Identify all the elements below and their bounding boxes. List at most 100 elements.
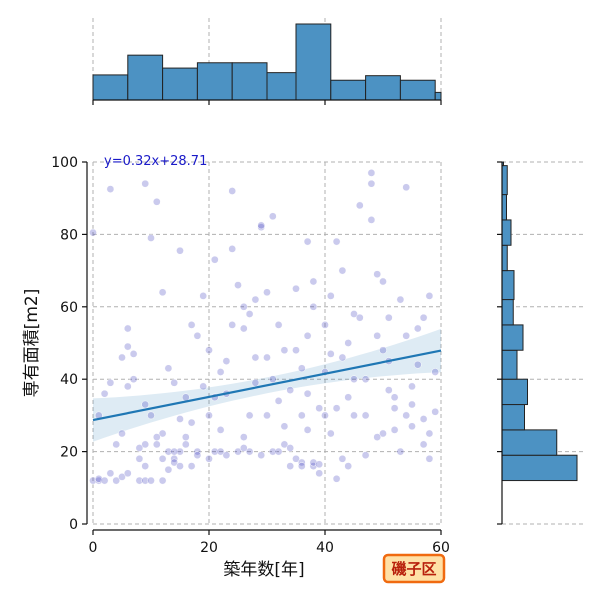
scatter-point xyxy=(152,197,161,206)
x-tick-label: 40 xyxy=(316,540,334,556)
scatter-point xyxy=(257,221,266,230)
y-tick-labels: 0 20 40 60 80 100 xyxy=(51,155,78,533)
scatter-point xyxy=(181,433,190,441)
scatter-point xyxy=(94,476,103,485)
scatter-point xyxy=(228,187,237,195)
scatter-point xyxy=(408,422,416,431)
scatter-point xyxy=(321,411,329,420)
scatter-point xyxy=(170,447,179,456)
y-tick-label: 0 xyxy=(69,517,78,533)
scatter-point xyxy=(141,179,150,188)
scatter-point xyxy=(245,447,254,456)
scatter-point xyxy=(135,476,144,485)
scatter-point xyxy=(164,364,173,373)
scatter-point xyxy=(239,324,248,333)
scatter-point xyxy=(216,368,225,376)
scatter-point xyxy=(210,447,219,456)
scatter-point xyxy=(419,313,428,322)
scatter-point xyxy=(152,440,161,449)
scatter-point xyxy=(222,451,231,460)
scatter-point xyxy=(309,458,318,467)
scatter-point xyxy=(181,393,190,402)
scatter-point xyxy=(245,310,254,318)
scatter-point xyxy=(274,321,283,329)
y-histogram-bar xyxy=(501,454,578,482)
scatter-point xyxy=(326,292,335,300)
y-tick-label: 80 xyxy=(60,227,78,243)
scatter-point xyxy=(152,433,161,441)
scatter-point xyxy=(216,447,225,456)
scatter-point xyxy=(350,375,358,384)
scatter-point xyxy=(147,476,155,485)
regression-line xyxy=(92,349,442,422)
scatter-point xyxy=(106,469,115,478)
scatter-point xyxy=(419,440,428,449)
scatter-point xyxy=(170,458,179,467)
scatter-point xyxy=(239,433,248,441)
scatter-point xyxy=(431,407,440,416)
scatter-point xyxy=(413,360,422,369)
scatter-point xyxy=(164,465,173,474)
scatter-point xyxy=(379,346,387,355)
scatter-point xyxy=(141,462,150,470)
scatter-point xyxy=(210,255,219,264)
y-tick-label: 60 xyxy=(60,300,78,316)
scatter-point xyxy=(338,454,347,463)
scatter-points xyxy=(89,169,440,485)
y-histogram-bar xyxy=(501,378,528,406)
y-tick-label: 20 xyxy=(60,445,78,461)
scatter-point xyxy=(361,375,370,384)
scatter-point xyxy=(321,321,329,329)
scatter-point xyxy=(344,462,353,470)
scatter-point xyxy=(350,310,358,318)
scatter-point xyxy=(315,460,324,469)
scatter-point xyxy=(193,451,202,460)
y-histogram-bar xyxy=(501,270,515,301)
x-histogram-bar xyxy=(231,62,268,101)
axes xyxy=(82,99,503,535)
scatter-point xyxy=(332,474,341,483)
scatter-point xyxy=(176,447,184,456)
scatter-point xyxy=(100,389,109,398)
scatter-point xyxy=(350,411,358,420)
regression-equation: y=0.32x+28.71 xyxy=(104,154,207,169)
scatter-point xyxy=(118,473,126,481)
scatter-point xyxy=(187,418,196,427)
scatter-point xyxy=(158,454,167,463)
scatter-point xyxy=(408,400,416,409)
scatter-point xyxy=(129,350,138,358)
scatter-point xyxy=(158,429,167,438)
scatter-point xyxy=(118,353,126,362)
scatter-point xyxy=(257,223,266,232)
scatter-point xyxy=(361,451,370,460)
scatter-point xyxy=(384,313,393,322)
scatter-point xyxy=(106,378,115,387)
scatter-point xyxy=(94,474,103,483)
scatter-point xyxy=(205,454,213,463)
scatter-point xyxy=(239,444,248,452)
scatter-point xyxy=(216,426,225,434)
scatter-point xyxy=(390,393,399,402)
scatter-point xyxy=(251,353,260,362)
scatter-point xyxy=(141,476,150,485)
scatter-point xyxy=(326,350,335,358)
scatter-point xyxy=(135,444,144,452)
scatter-point xyxy=(425,454,434,463)
y-histogram-bar xyxy=(501,194,507,221)
scatter-point xyxy=(332,404,341,413)
scatter-point xyxy=(268,447,277,456)
y-tick-label: 100 xyxy=(51,155,78,171)
x-axis-label: 築年数[年] xyxy=(223,560,304,580)
scatter-point xyxy=(193,331,202,340)
scatter-point xyxy=(303,331,312,340)
scatter-point xyxy=(292,454,300,463)
scatter-point xyxy=(176,246,184,255)
x-histogram-bar xyxy=(434,91,442,101)
scatter-point xyxy=(425,429,434,438)
scatter-point xyxy=(89,228,97,237)
scatter-point xyxy=(158,476,167,485)
scatter-point xyxy=(384,386,393,394)
scatter-point xyxy=(338,353,347,362)
scatter-point xyxy=(419,415,428,423)
